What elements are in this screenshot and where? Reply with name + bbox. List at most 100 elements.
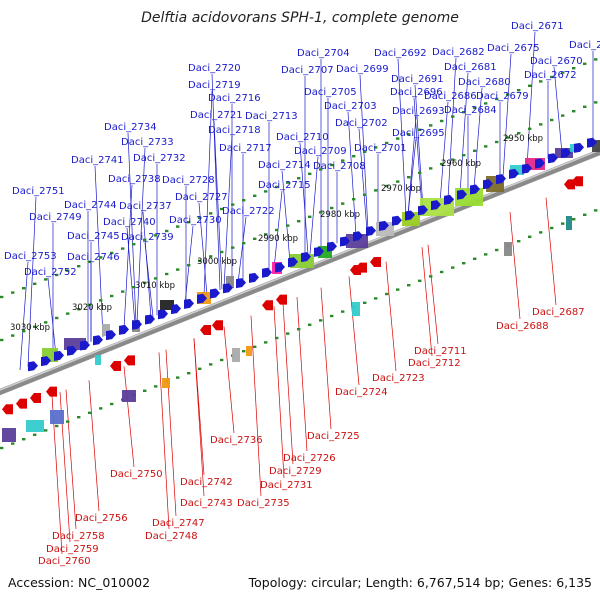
forward-gene-arrow [145, 314, 155, 325]
lower-scale-dot [11, 442, 15, 445]
gene-block [95, 355, 101, 365]
gene-block [592, 140, 600, 152]
gene-block [122, 390, 136, 402]
forward-gene-arrow [28, 361, 38, 372]
lower-scale-dot [154, 385, 158, 388]
mid-scale-dot [506, 136, 510, 139]
lower-scale-dot [594, 209, 598, 212]
upper-scale-dot [484, 102, 488, 105]
forward-gene-label: Daci_2751 [12, 186, 65, 197]
mid-scale-dot [121, 290, 125, 293]
forward-gene-label: Daci_2693 [392, 106, 445, 117]
mid-scale-dot [187, 264, 191, 267]
upper-scale-dot [77, 265, 81, 268]
forward-leader-line [47, 277, 57, 356]
forward-leader-line [413, 97, 423, 210]
forward-gene-label: Daci_2716 [208, 93, 261, 104]
lower-scale-dot [363, 301, 367, 304]
reverse-gene-label: Daci_2688 [496, 321, 549, 332]
forward-leader-line [299, 142, 309, 255]
scale-label: 3020 kbp [72, 303, 112, 313]
forward-gene-label: Daci_2727 [175, 192, 228, 203]
lower-scale-dot [297, 328, 301, 331]
mid-scale-dot [330, 206, 334, 210]
mid-scale-dot [176, 268, 180, 271]
mid-scale-dot [561, 114, 565, 117]
mid-scale-dot [396, 180, 400, 183]
forward-gene-label: Daci_2707 [281, 65, 334, 76]
forward-gene-label: Daci_2709 [294, 146, 347, 157]
mid-scale-dot [440, 162, 444, 166]
reverse-gene-label: Daci_2729 [269, 466, 322, 477]
reverse-gene-arrow [212, 320, 223, 331]
forward-gene-label: Daci_2679 [476, 91, 529, 102]
forward-gene-arrow [353, 231, 363, 242]
upper-scale-dot [132, 243, 136, 246]
scale-label: 2990 kbp [258, 234, 298, 244]
lower-scale-dot [517, 240, 521, 243]
forward-gene-arrow [210, 288, 220, 299]
lower-scale-dot [396, 288, 400, 291]
lower-scale-dot [275, 336, 279, 340]
reverse-leader-line [165, 349, 177, 517]
forward-gene-arrow [496, 174, 506, 185]
scale-label: 2950 kbp [503, 134, 543, 144]
forward-gene-arrow [119, 324, 129, 335]
reverse-gene-label: Daci_2758 [52, 531, 105, 542]
upper-scale-dot [264, 190, 268, 193]
forward-leader-line [439, 101, 449, 203]
scale-label: 3030 kbp [10, 323, 50, 333]
mid-scale-dot [462, 154, 466, 157]
forward-leader-line [358, 128, 368, 232]
mid-scale-dot [198, 259, 202, 262]
gene-block [566, 216, 572, 230]
upper-scale-dot [319, 168, 323, 171]
upper-scale-dot [462, 111, 466, 114]
lower-scale-dot [308, 323, 312, 326]
forward-gene-label: Daci_2708 [313, 161, 366, 172]
upper-scale-dot [352, 155, 356, 158]
upper-scale-dot [418, 128, 422, 131]
upper-scale-dot [429, 124, 433, 127]
mid-scale-dot [594, 101, 598, 104]
forward-leader-line [127, 132, 137, 324]
reverse-gene-label: Daci_2725 [307, 431, 360, 442]
mid-scale-dot [154, 277, 158, 280]
reverse-leader-line [385, 261, 397, 372]
forward-gene-arrow [275, 262, 285, 273]
mid-scale-dot [88, 303, 92, 306]
forward-leader-line [203, 90, 213, 297]
upper-scale-dot [44, 278, 48, 281]
lower-scale-dot [99, 407, 103, 410]
reverse-leader-line [509, 211, 521, 320]
forward-gene-arrow [535, 158, 545, 169]
forward-gene-label: Daci_2684 [444, 105, 497, 116]
forward-gene-arrow [41, 356, 51, 367]
forward-leader-line [309, 156, 319, 255]
forward-gene-label: Daci_2720 [188, 63, 241, 74]
forward-leader-line [19, 261, 29, 371]
lower-scale-dot [55, 424, 59, 428]
upper-scale-dot [506, 93, 510, 96]
upper-scale-dot [198, 216, 202, 219]
forward-gene-arrow [379, 220, 389, 231]
map-title: Delftia acidovorans SPH-1, complete geno… [141, 10, 459, 26]
gene-block [232, 348, 240, 362]
upper-scale-dot [473, 106, 477, 109]
forward-gene-label: Daci_2692 [374, 48, 427, 59]
mid-scale-dot [297, 220, 301, 223]
forward-gene-label: Daci_2741 [71, 155, 124, 166]
reverse-gene-label: Daci_2687 [532, 307, 585, 318]
upper-scale-dot [583, 62, 587, 65]
upper-scale-dot [495, 97, 499, 101]
upper-scale-dot [99, 256, 103, 259]
topology-label: Topology: circular; Length: 6,767,514 bp… [248, 575, 592, 590]
forward-gene-label: Daci_2718 [208, 125, 261, 136]
forward-gene-arrow [587, 137, 597, 148]
reverse-gene-label: Daci_2750 [110, 469, 163, 480]
lower-scale-dot [187, 372, 191, 375]
mid-scale-dot [66, 312, 70, 315]
reverse-gene-arrow [124, 355, 135, 366]
reverse-gene-label: Daci_2743 [180, 498, 233, 509]
forward-gene-label: Daci_2669 [569, 40, 600, 51]
